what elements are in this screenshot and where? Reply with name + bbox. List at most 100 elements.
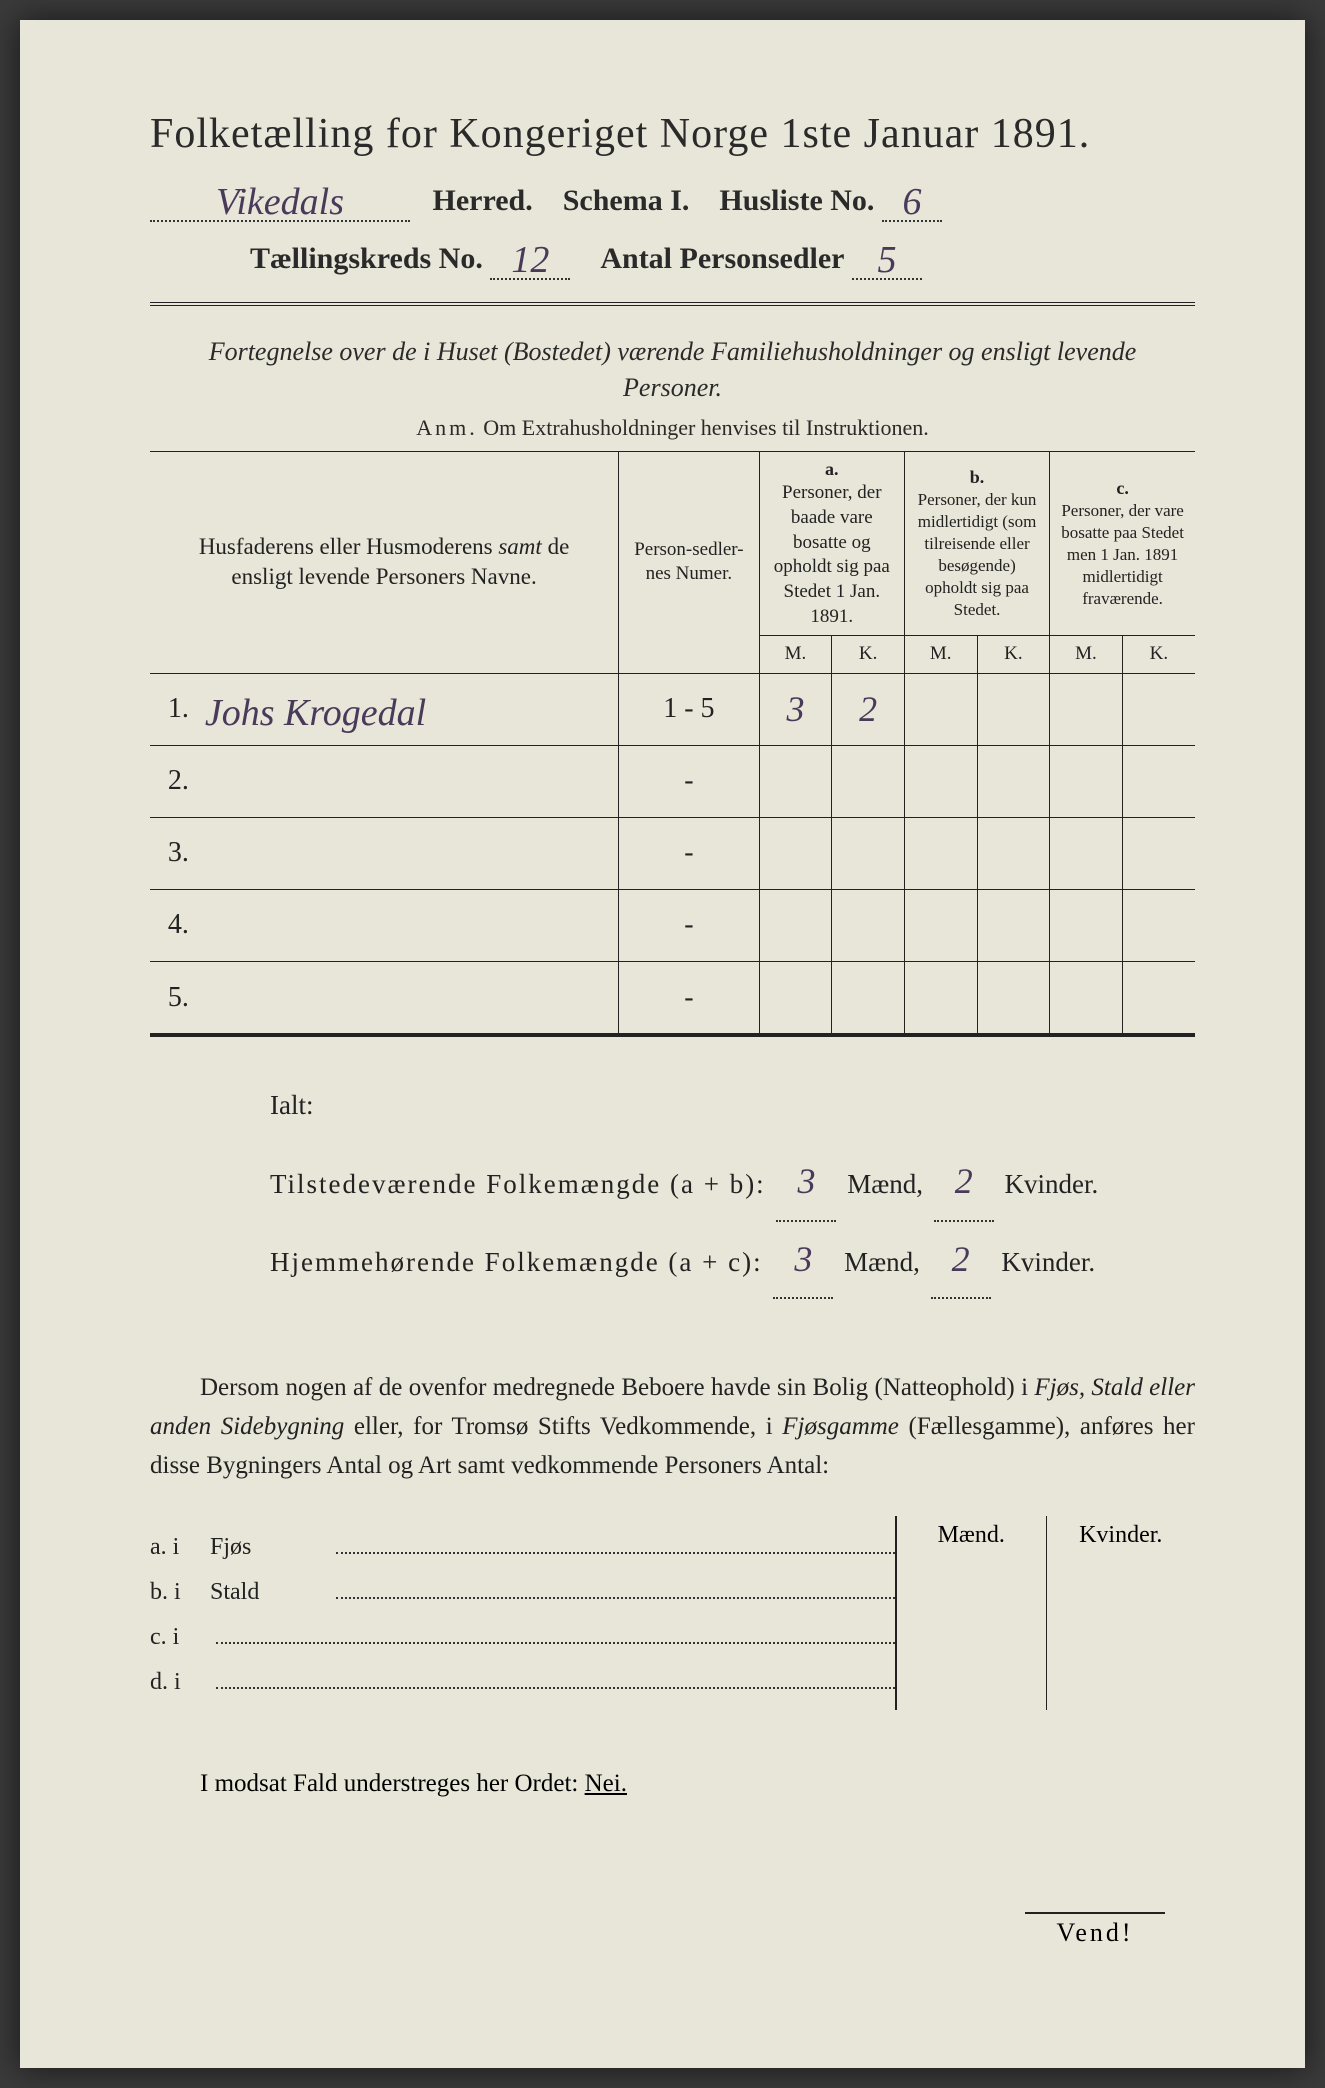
row-b-m (904, 673, 977, 745)
row-name (197, 961, 619, 1033)
col-a-text: Personer, der baade vare bosatte og opho… (768, 481, 896, 629)
kreds-field: 12 (490, 234, 570, 280)
maend-label: Mænd, (847, 1169, 923, 1199)
building-right: Mænd. Kvinder. (895, 1516, 1195, 1710)
ialt-label: Ialt: (270, 1077, 1195, 1134)
col-c-header: c. Personer, der vare bosatte paa Stedet… (1050, 451, 1195, 636)
bld-lead: c. i (150, 1624, 210, 1651)
col-name-header: Husfaderens eller Husmoderens samt de en… (150, 451, 619, 673)
row-a-m: 3 (786, 689, 804, 729)
nei-line: I modsat Fald understreges her Ordet: Ne… (150, 1770, 1195, 1798)
table-row: 4. - (150, 889, 1195, 961)
tilstede-m: 3 (797, 1161, 815, 1201)
row-num: 4. (150, 889, 197, 961)
bld-label: Fjøs (210, 1534, 330, 1561)
kvinder-label: Kvinder. (1004, 1169, 1098, 1199)
table-row: 5. - (150, 961, 1195, 1033)
header-row-1: Vikedals Herred. Schema I. Husliste No. … (150, 176, 1195, 222)
hjemme-m: 3 (794, 1239, 812, 1279)
row-num: 5. (150, 961, 197, 1033)
antal-value: 5 (877, 239, 896, 281)
row-b-k (977, 673, 1050, 745)
row-c-k (1122, 673, 1195, 745)
table-row: 1. Johs Krogedal 1 - 5 3 2 (150, 673, 1195, 745)
maend-label-2: Mænd, (844, 1247, 920, 1277)
col-c-text: Personer, der vare bosatte paa Stedet me… (1058, 500, 1187, 610)
col-a-m: M. (759, 636, 832, 674)
vend-label: Vend! (1025, 1912, 1165, 1948)
row-numer: - (619, 889, 760, 961)
schema-label: Schema I. (563, 184, 690, 217)
header-row-2: Tællingskreds No. 12 Antal Personsedler … (150, 234, 1195, 280)
col-b-text: Personer, der kun midlertidigt (som tilr… (913, 489, 1041, 622)
row-name (197, 889, 619, 961)
hjemme-k: 2 (952, 1239, 970, 1279)
bld-lead: d. i (150, 1669, 210, 1696)
tilstede-k: 2 (955, 1161, 973, 1201)
nei-word: Nei. (585, 1770, 627, 1797)
building-table: a. i Fjøs b. i Stald c. i d. i Mænd. Kvi… (150, 1516, 1195, 1710)
bld-col-k: Kvinder. (1047, 1516, 1196, 1710)
bld-col-m: Mænd. (897, 1516, 1047, 1710)
husliste-value: 6 (902, 181, 921, 223)
subtitle: Fortegnelse over de i Huset (Bostedet) v… (180, 334, 1165, 407)
building-row: d. i (150, 1665, 895, 1696)
herred-field: Vikedals (150, 176, 410, 222)
row-name (197, 817, 619, 889)
row-numer: 1 - 5 (619, 673, 760, 745)
building-row: c. i (150, 1620, 895, 1651)
tilstede-line: Tilstedeværende Folkemængde (a + b): 3 M… (270, 1144, 1195, 1222)
col-b-m: M. (904, 636, 977, 674)
hjemme-line: Hjemmehørende Folkemængde (a + c): 3 Mæn… (270, 1222, 1195, 1300)
row-numer: - (619, 745, 760, 817)
table-row: 2. - (150, 745, 1195, 817)
herred-value: Vikedals (216, 181, 344, 223)
dotted-line (336, 1575, 895, 1599)
building-row: a. i Fjøs (150, 1530, 895, 1561)
building-paragraph: Dersom nogen af de ovenfor medregnede Be… (150, 1369, 1195, 1485)
dotted-line (336, 1530, 895, 1554)
kvinder-label-2: Kvinder. (1001, 1247, 1095, 1277)
dotted-line (216, 1620, 895, 1644)
kreds-value: 12 (511, 239, 549, 281)
herred-label: Herred. (433, 184, 533, 217)
col-a-k: K. (832, 636, 905, 674)
anm-text: Om Extrahusholdninger henvises til Instr… (483, 415, 928, 440)
totals-block: Ialt: Tilstedeværende Folkemængde (a + b… (270, 1077, 1195, 1299)
row-name: Johs Krogedal (205, 692, 426, 734)
antal-field: 5 (852, 234, 922, 280)
anm-line: Anm. Om Extrahusholdninger henvises til … (150, 415, 1195, 441)
building-left: a. i Fjøs b. i Stald c. i d. i (150, 1516, 895, 1710)
col-numer-header: Person-sedler-nes Numer. (619, 451, 760, 673)
building-row: b. i Stald (150, 1575, 895, 1606)
col-c-m: M. (1050, 636, 1123, 674)
census-table: Husfaderens eller Husmoderens samt de en… (150, 451, 1195, 1034)
col-c-k: K. (1122, 636, 1195, 674)
husliste-field: 6 (882, 176, 942, 222)
col-a-header: a. Personer, der baade vare bosatte og o… (759, 451, 904, 636)
bld-lead: b. i (150, 1579, 210, 1606)
kreds-label: Tællingskreds No. (250, 242, 483, 275)
form-title: Folketælling for Kongeriget Norge 1ste J… (150, 110, 1195, 158)
table-row: 3. - (150, 817, 1195, 889)
col-b-k: K. (977, 636, 1050, 674)
header-block: Vikedals Herred. Schema I. Husliste No. … (150, 176, 1195, 306)
hjemme-label: Hjemmehørende Folkemængde (a + c): (270, 1247, 763, 1277)
row-num: 3. (150, 817, 197, 889)
dotted-line (216, 1665, 895, 1689)
col-b-header: b. Personer, der kun midlertidigt (som t… (904, 451, 1049, 636)
row-num: 2. (150, 745, 197, 817)
table-header-row-1: Husfaderens eller Husmoderens samt de en… (150, 451, 1195, 636)
row-numer: - (619, 961, 760, 1033)
row-a-k: 2 (859, 689, 877, 729)
antal-label: Antal Personsedler (600, 242, 844, 275)
table-bottom-rule (150, 1033, 1195, 1037)
row-numer: - (619, 817, 760, 889)
tilstede-label: Tilstedeværende Folkemængde (a + b): (270, 1169, 766, 1199)
row-c-m (1050, 673, 1123, 745)
anm-prefix: Anm. (416, 415, 478, 440)
bld-lead: a. i (150, 1534, 210, 1561)
nei-prefix: I modsat Fald understreges her Ordet: (200, 1770, 578, 1797)
husliste-label: Husliste No. (719, 184, 874, 217)
row-name (197, 745, 619, 817)
